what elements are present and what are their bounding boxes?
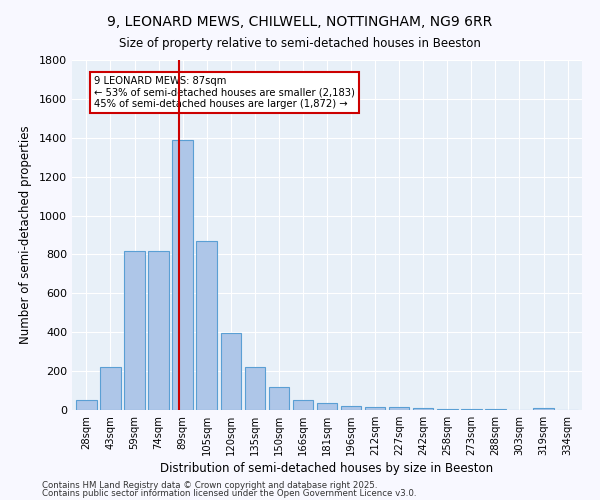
Text: Contains public sector information licensed under the Open Government Licence v3: Contains public sector information licen… [42,489,416,498]
Bar [389,407,409,410]
Bar [293,400,313,410]
Bar [76,400,97,410]
Bar [196,241,217,410]
X-axis label: Distribution of semi-detached houses by size in Beeston: Distribution of semi-detached houses by … [160,462,494,475]
Bar [269,386,289,410]
Bar [341,406,361,410]
Bar [100,367,121,410]
Bar [148,250,169,410]
Text: Contains HM Land Registry data © Crown copyright and database right 2025.: Contains HM Land Registry data © Crown c… [42,480,377,490]
Text: Size of property relative to semi-detached houses in Beeston: Size of property relative to semi-detach… [119,38,481,51]
Text: 9, LEONARD MEWS, CHILWELL, NOTTINGHAM, NG9 6RR: 9, LEONARD MEWS, CHILWELL, NOTTINGHAM, N… [107,15,493,29]
Bar [317,403,337,410]
Bar [413,408,433,410]
Bar [172,140,193,410]
Bar [245,367,265,410]
Bar [365,406,385,410]
Y-axis label: Number of semi-detached properties: Number of semi-detached properties [19,126,32,344]
Bar [124,250,145,410]
Text: 9 LEONARD MEWS: 87sqm
← 53% of semi-detached houses are smaller (2,183)
45% of s: 9 LEONARD MEWS: 87sqm ← 53% of semi-deta… [94,76,355,109]
Bar [533,408,554,410]
Bar [221,333,241,410]
